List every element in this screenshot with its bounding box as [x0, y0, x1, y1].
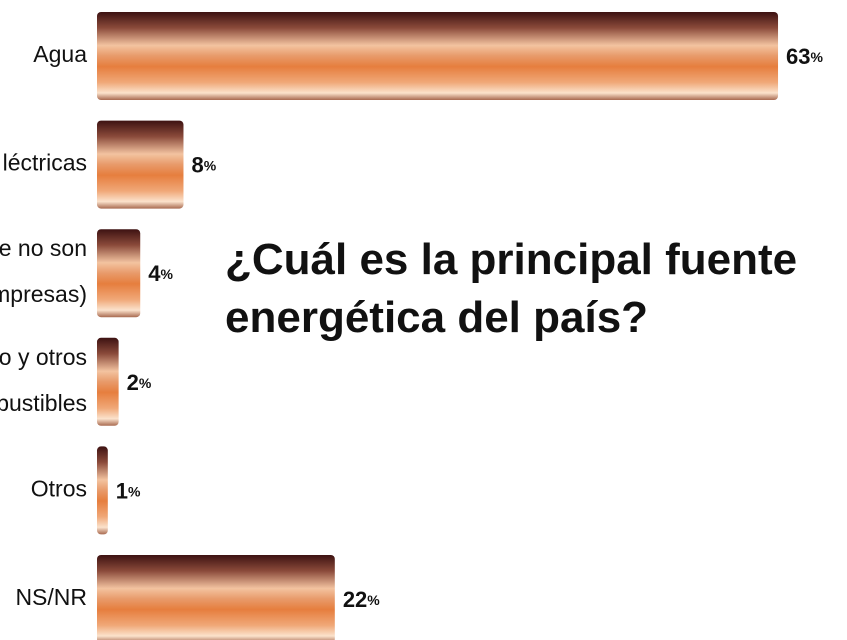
value-label: 63%: [786, 44, 823, 69]
bar: [97, 229, 141, 318]
category-label: Agua: [33, 41, 87, 67]
value-label: 8%: [191, 152, 216, 177]
value-label: 2%: [127, 370, 152, 395]
category-label: léctricas: [3, 150, 87, 176]
chart-title: ¿Cuál es la principal fuente energética d…: [225, 235, 797, 342]
value-label: 1%: [116, 478, 141, 503]
category-label: Otros: [31, 475, 87, 501]
bar: [97, 446, 108, 535]
bar: [97, 555, 335, 640]
bar: [97, 120, 184, 209]
category-label: o y otros bustibles: [0, 344, 87, 416]
bar: [97, 337, 119, 426]
value-label: 22%: [343, 587, 380, 612]
category-label: NS/NR: [15, 584, 87, 610]
bar: [97, 12, 779, 100]
category-label: e no son mpresas): [0, 235, 87, 307]
value-label: 4%: [148, 261, 173, 286]
